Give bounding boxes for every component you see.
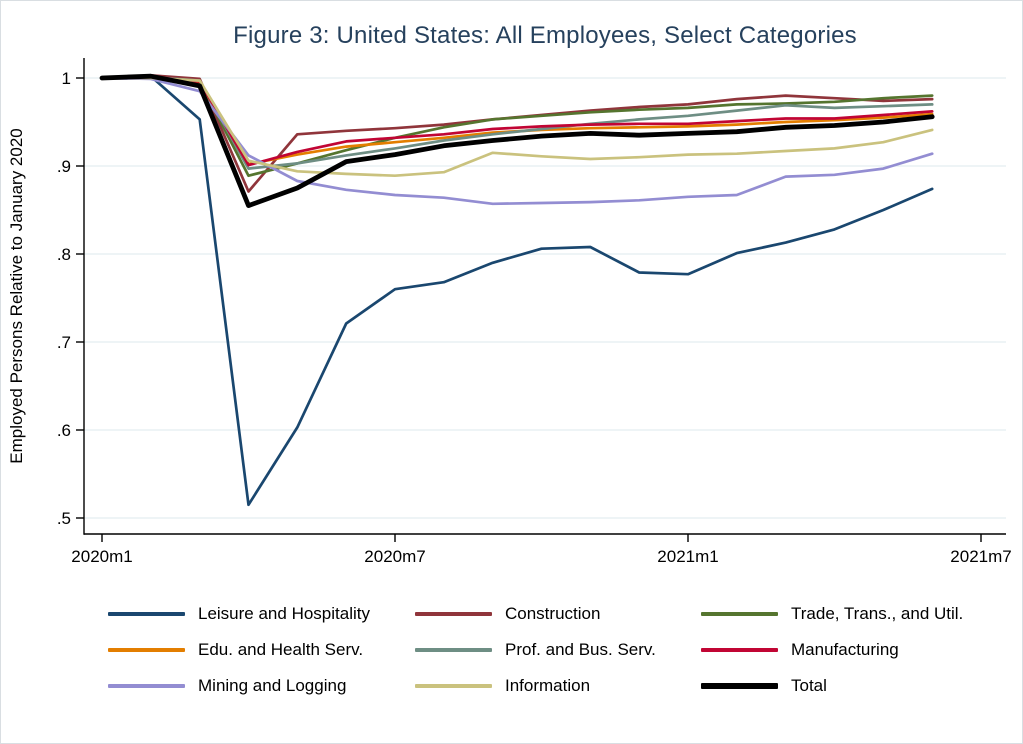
legend-item: Edu. and Health Serv.: [108, 632, 415, 668]
legend-item: Manufacturing: [701, 632, 1001, 668]
legend-item: Trade, Trans., and Util.: [701, 596, 1001, 632]
legend-label: Construction: [505, 604, 601, 623]
chart-title: Figure 3: United States: All Employees, …: [233, 22, 857, 49]
legend-line-swatch-icon: [108, 684, 185, 688]
legend-label: Manufacturing: [791, 640, 899, 659]
legend-item: Construction: [415, 596, 701, 632]
y-tick-label: .7: [57, 333, 71, 352]
series-line-total: [99, 73, 935, 209]
legend-item: Leisure and Hospitality: [108, 596, 415, 632]
x-tick-label: 2021m7: [950, 547, 1011, 566]
legend-line-swatch-icon: [108, 612, 185, 616]
legend-label: Edu. and Health Serv.: [198, 640, 364, 659]
x-tick-label: 2020m7: [364, 547, 425, 566]
legend-line-swatch-icon: [415, 684, 492, 688]
y-tick-label: .6: [57, 421, 71, 440]
legend-line-swatch-icon: [108, 648, 185, 652]
series-line-mining-and-logging: [100, 76, 934, 206]
legend-line-swatch-icon: [415, 612, 492, 616]
series-line-trade-trans-and-util: [100, 75, 934, 178]
legend: Leisure and Hospitality Construction Trade…: [108, 596, 1001, 704]
legend-label: Prof. and Bus. Serv.: [505, 640, 656, 659]
legend-label: Information: [505, 676, 591, 695]
legend-label: Leisure and Hospitality: [198, 604, 370, 623]
legend-item: Information: [415, 668, 701, 704]
y-tick-label: 1: [62, 69, 71, 88]
legend-line-swatch-icon: [701, 648, 778, 652]
y-tick-label: .8: [57, 245, 71, 264]
x-tick-label: 2021m1: [657, 547, 718, 566]
legend-line-swatch-icon: [415, 648, 492, 652]
legend-line-swatch-icon: [701, 683, 778, 689]
series-line-leisure-and-hospitality: [100, 74, 934, 507]
axes: [76, 58, 1006, 542]
y-tick-label: .9: [57, 157, 71, 176]
legend-label: Mining and Logging: [198, 676, 347, 695]
legend-item: Mining and Logging: [108, 668, 415, 704]
legend-line-swatch-icon: [701, 612, 778, 616]
series-lines: [99, 73, 935, 507]
legend-item: Total: [701, 668, 1001, 704]
legend-item: Prof. and Bus. Serv.: [415, 632, 701, 668]
y-tick-label: .5: [57, 509, 71, 528]
x-tick-label: 2020m1: [71, 547, 132, 566]
series-line-manufacturing: [100, 75, 934, 167]
legend-label: Total: [791, 676, 827, 695]
series-line-prof-and-bus-serv: [100, 75, 934, 170]
legend-label: Trade, Trans., and Util.: [791, 604, 964, 623]
series-line-information: [100, 76, 934, 178]
